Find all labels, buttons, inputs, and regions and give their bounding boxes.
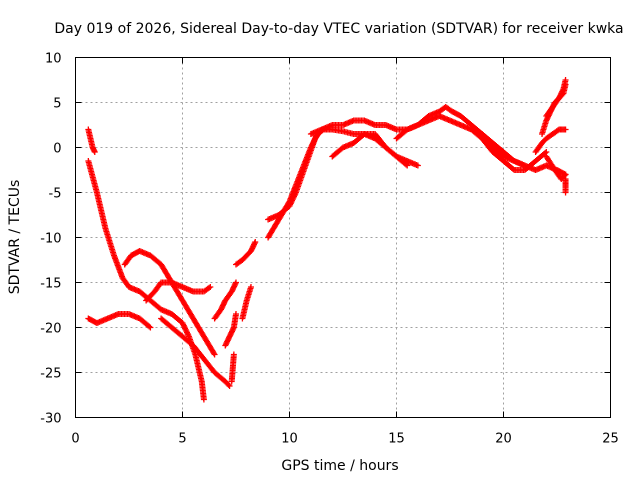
data-point [230,351,237,358]
data-segment [121,248,218,358]
y-tick-label: 10 [45,52,62,67]
data-segment [532,126,569,155]
data-point [403,161,410,168]
data-segment [143,279,214,304]
data-point [147,324,154,331]
data-segment [158,315,233,389]
data-segment [211,279,239,322]
data-point [207,284,214,290]
data-point [206,284,213,291]
data-segment [265,126,421,241]
x-tick-label: 20 [495,432,512,447]
y-tick-label: -20 [40,322,61,337]
y-tick-label: 5 [53,97,61,112]
data-segment [222,311,239,349]
data-segment [393,104,528,169]
data-segment [85,158,207,403]
x-tick-label: 10 [281,432,298,447]
y-tick-label: -10 [40,232,61,247]
x-tick-label: 15 [388,432,405,447]
data-point [562,126,569,133]
data-point [561,172,568,179]
data-segment [468,126,550,173]
data-segment [562,176,569,196]
data-segment [265,126,325,223]
x-tick-label: 5 [178,432,186,447]
data-point [210,350,217,357]
data-segment [85,311,154,331]
y-tick-label: 0 [53,142,61,157]
data-point [91,149,98,155]
data-point [211,351,218,358]
data-point [247,284,254,290]
data-segment [543,153,569,182]
data-segment [233,239,259,268]
data-point [510,166,517,172]
y-tick-label: -5 [49,187,62,202]
data-point [414,162,421,169]
y-tick-label: -25 [40,367,61,382]
data-points [85,77,569,403]
data-point [404,162,411,169]
x-axis-label: GPS time / hours [281,458,398,474]
data-point [542,150,549,156]
data-segment [239,284,254,322]
data-point [226,383,233,389]
data-series [85,77,569,403]
data-point [233,279,239,286]
data-segment [85,126,98,155]
x-tick-label: 0 [71,432,79,447]
x-tick-label: 25 [602,432,619,447]
data-segment [228,351,237,385]
data-point [562,189,569,196]
data-point [252,239,259,245]
axis-ticks: 0 5 10 15 20 25 -30 -25 -20 -15 -10 -5 0 5 10 [40,52,619,447]
y-axis-label: SDTVAR / TECUs [7,180,23,295]
data-point [225,381,232,388]
data-point [562,77,569,83]
gridlines [75,57,611,418]
chart-title: Day 019 of 2026, Sidereal Day-to-day VTE… [54,21,623,37]
data-point [233,311,239,317]
data-point [146,323,153,330]
data-segment [329,131,411,169]
data-segment [543,77,569,119]
data-point [200,396,207,403]
y-tick-label: -15 [40,277,61,292]
y-tick-label: -30 [40,412,61,427]
